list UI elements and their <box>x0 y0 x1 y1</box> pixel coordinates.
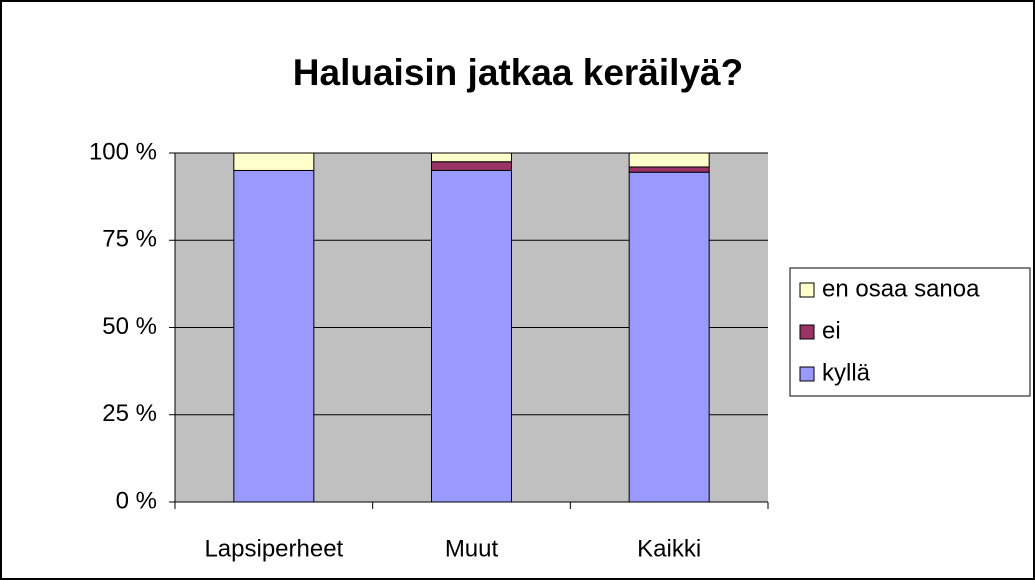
bar-segment <box>233 152 315 171</box>
bar-segment <box>431 169 512 503</box>
x-tick-label: Lapsiperheet <box>204 535 343 562</box>
legend-label: ei <box>822 317 841 344</box>
bar-segment <box>431 152 512 163</box>
legend-label: kyllä <box>822 359 871 386</box>
bar-segment <box>431 161 512 171</box>
legend-swatch <box>799 282 815 298</box>
y-tick-label: 0 % <box>116 487 157 514</box>
legend-box <box>789 267 1031 397</box>
x-tick-label: Kaikki <box>637 535 701 562</box>
legend-swatch <box>799 366 815 382</box>
bar-segment <box>628 152 710 168</box>
y-tick-label: 25 % <box>102 400 157 427</box>
y-tick-label: 100 % <box>89 138 157 165</box>
y-tick-label: 75 % <box>102 226 157 253</box>
bar-segment <box>628 171 710 503</box>
legend-swatch <box>799 324 815 340</box>
y-tick-label: 50 % <box>102 313 157 340</box>
chart-title: Haluaisin jatkaa keräilyä? <box>293 52 743 93</box>
bar-segment <box>233 169 315 503</box>
legend-label: en osaa sanoa <box>822 275 980 302</box>
x-tick-label: Muut <box>445 535 499 562</box>
bar-segment <box>628 166 710 173</box>
